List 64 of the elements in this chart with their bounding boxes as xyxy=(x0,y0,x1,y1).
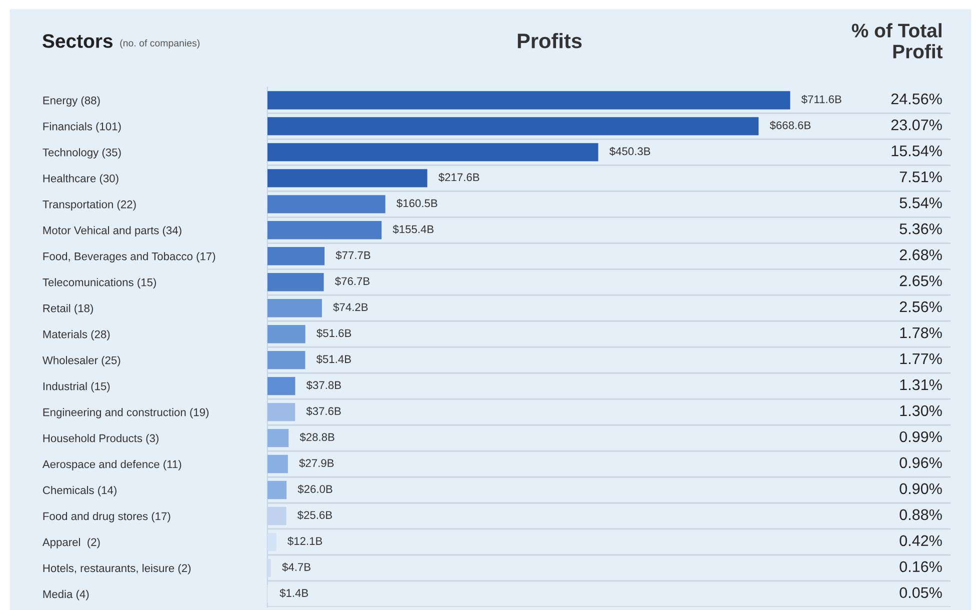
data-label: $76.7B xyxy=(335,276,370,286)
text: (no. of companies) xyxy=(120,39,200,48)
y-tick-label: Telecomunications (15) xyxy=(42,278,156,288)
data-label: $1.4B xyxy=(280,588,308,598)
annotation: 2.65% xyxy=(900,275,942,286)
y-tick-label: Transportation (22) xyxy=(42,200,136,210)
annotation: 2.68% xyxy=(900,249,942,260)
y-tick-label: Technology (35) xyxy=(42,148,121,159)
y-tick-label: Healthcare (30) xyxy=(43,174,118,185)
y-tick-label: Hotels, restaurants, leisure (2) xyxy=(43,564,191,574)
y-tick-label: Energy (88) xyxy=(43,96,100,107)
data-label: $12.1B xyxy=(288,536,322,546)
annotation: 2.56% xyxy=(900,301,942,312)
annotation: 15.54% xyxy=(892,146,942,156)
annotation: 24.56% xyxy=(891,94,942,104)
data-label: $668.6B xyxy=(770,120,811,130)
data-label: $26.0B xyxy=(298,484,332,494)
data-label: $217.6B xyxy=(438,172,480,182)
y-tick-label: Motor Vehical and parts (34) xyxy=(43,226,182,236)
data-label: $27.9B xyxy=(299,458,334,468)
data-label: $160.5B xyxy=(396,198,438,208)
annotation: 0.05% xyxy=(900,587,942,598)
annotation: 0.88% xyxy=(900,509,942,520)
y-tick-label: Apparel (2) xyxy=(42,538,100,548)
annotation: 7.51% xyxy=(900,172,942,182)
y-tick-label: Wholesaler (25) xyxy=(42,356,120,366)
annotation: 1.77% xyxy=(900,353,942,364)
annotation: 0.90% xyxy=(900,483,942,494)
data-label: $37.8B xyxy=(306,380,341,390)
data-label: $37.6B xyxy=(306,406,341,416)
y-tick-label: Media (4) xyxy=(43,590,89,600)
annotation: 5.54% xyxy=(900,198,942,208)
annotation: 1.78% xyxy=(900,327,942,338)
data-label: $51.4B xyxy=(316,354,351,364)
data-label: $28.8B xyxy=(300,432,334,442)
y-tick-label: Food, Beverages and Tobacco (17) xyxy=(43,252,216,262)
text: % of Total Profit xyxy=(852,23,943,58)
y-tick-label: Household Products (3) xyxy=(43,434,158,444)
annotation: 0.96% xyxy=(900,457,942,468)
data-label: $74.2B xyxy=(333,302,368,312)
data-label: $51.6B xyxy=(316,328,352,338)
annotation: 0.42% xyxy=(900,535,942,546)
y-tick-label: Retail (18) xyxy=(43,304,93,314)
y-tick-label: Materials (28) xyxy=(43,330,110,340)
annotation: 1.30% xyxy=(900,405,942,416)
y-tick-label: Engineering and construction (19) xyxy=(43,408,209,418)
data-label: $77.7B xyxy=(336,250,370,260)
data-label: $4.7B xyxy=(282,562,310,572)
y-tick-label: Industrial (15) xyxy=(43,382,110,392)
annotation: 0.16% xyxy=(900,561,942,572)
data-label: $711.6B xyxy=(801,94,842,104)
data-label: $155.4B xyxy=(392,224,434,234)
y-tick-label: Aerospace and defence (11) xyxy=(42,460,182,470)
data-label: $450.3B xyxy=(609,146,650,156)
data-label: $25.6B xyxy=(297,510,332,520)
y-tick-label: Food and drug stores (17) xyxy=(43,512,170,522)
y-tick-label: Financials (101) xyxy=(43,122,121,133)
annotation: 23.07% xyxy=(891,119,942,130)
annotation: 5.36% xyxy=(900,223,942,234)
annotation: 0.99% xyxy=(900,431,942,442)
annotation: 1.31% xyxy=(900,379,942,390)
y-tick-label: Chemicals (14) xyxy=(42,486,116,496)
chart-title: Profits xyxy=(518,32,582,48)
y-axis-title: Sectors xyxy=(42,34,112,48)
